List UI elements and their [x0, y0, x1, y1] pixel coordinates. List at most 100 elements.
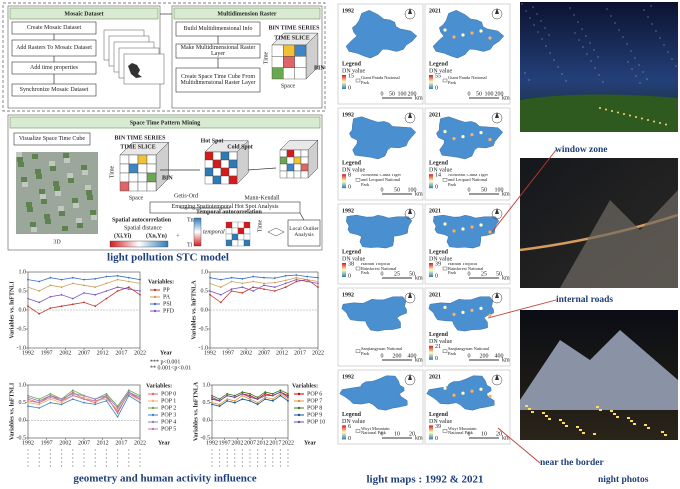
x-tick-label: 1997: [219, 440, 231, 446]
window-light: [528, 408, 531, 410]
mosaic-title-bar: [9, 7, 159, 20]
x-tick-label: 2007: [258, 350, 270, 356]
mosaic-step-text: Create Mosaic Dataset: [26, 24, 82, 31]
star: [655, 30, 657, 32]
sig-dot: [38, 465, 40, 467]
sig-dot: [264, 453, 266, 455]
window-light: [596, 406, 599, 408]
sig-dot: [226, 453, 228, 455]
sig-dot: [279, 453, 281, 455]
ti-label: Ti: [187, 242, 192, 248]
sig-dot: [72, 461, 74, 463]
sig-dot: [61, 449, 63, 451]
point: [49, 295, 52, 298]
photo-label: near the border: [540, 458, 604, 468]
point: [38, 290, 41, 292]
point: [233, 396, 236, 399]
park-name-text: Wuyi Mountain National Park: [448, 425, 477, 436]
point: [83, 401, 85, 404]
point: [27, 278, 29, 281]
terrain-patch: [86, 190, 92, 195]
park-swatch: [442, 78, 448, 83]
point: [263, 282, 265, 285]
point: [295, 274, 298, 276]
point: [273, 281, 276, 284]
emerging-box: Emerging Spatiotemporal Hot Spot Analysi…: [172, 204, 279, 210]
point: [218, 400, 221, 402]
y-tick-label: 0.5: [19, 400, 27, 406]
sig-dot: [117, 457, 119, 459]
star: [650, 5, 652, 7]
star: [597, 56, 599, 58]
x-axis-label: Year: [160, 350, 172, 356]
park-name-text: Giant Panda National Park: [361, 75, 400, 85]
point: [49, 401, 52, 404]
matrix-cell: [231, 239, 239, 247]
terrain-patch: [62, 226, 68, 231]
point: [226, 398, 229, 401]
sig-dot: [234, 457, 236, 459]
sig-dot: [287, 461, 289, 463]
map-shape: [426, 375, 495, 411]
point: [252, 290, 255, 292]
x-tick-label: 2017: [269, 440, 281, 446]
cube-label: Space: [129, 195, 144, 201]
point: [233, 394, 236, 397]
star: [594, 67, 596, 69]
point: [139, 290, 141, 292]
sig-dot: [264, 465, 266, 467]
dn-max: 21: [435, 344, 441, 350]
point: [116, 278, 119, 281]
cube-label: Time: [263, 51, 269, 64]
north-needle: [408, 374, 412, 380]
photo-label: window zone: [555, 145, 608, 155]
point: [279, 391, 282, 393]
star: [529, 17, 531, 19]
light-spot: [452, 312, 456, 316]
legend-dot: [151, 406, 155, 410]
park-name-text: Hainan Tropical Rainforest National Park: [448, 263, 484, 275]
point: [263, 276, 265, 279]
cube-label: TIME SLICE: [120, 144, 156, 150]
legend-label: POP 3: [161, 412, 176, 418]
sig-dot: [249, 457, 251, 459]
matrix-cell: [243, 227, 251, 235]
legend-label: POP 2: [161, 405, 176, 411]
sig-dot: [287, 453, 289, 455]
y-tick-label: 1.0: [201, 269, 209, 275]
point: [60, 293, 63, 296]
connector: [491, 149, 557, 233]
light-spot: [479, 306, 483, 310]
lamp: [623, 113, 625, 115]
sig-dot: [83, 457, 85, 459]
sig-dot: [249, 453, 251, 455]
sig-dot: [279, 461, 281, 463]
scale-label: 20: [409, 431, 415, 437]
mosaic-step-text: Add Rasters To Mosaic Dataset: [16, 44, 92, 51]
dn-max: 8: [348, 173, 351, 179]
park-name: Giant Panda National Park: [361, 75, 400, 85]
y-tick-label: 0.5: [203, 400, 211, 406]
lamp: [659, 122, 661, 124]
legend-dn: DN value: [429, 168, 452, 174]
cube-cell: [220, 159, 230, 169]
dn-max: 6: [348, 424, 351, 430]
star: [675, 65, 677, 67]
terrain-patch: [87, 195, 93, 200]
legend-title: Variables:: [148, 279, 174, 285]
point: [71, 282, 74, 285]
cube-label: Time: [109, 165, 115, 178]
sig-dot: [49, 465, 52, 467]
point: [264, 392, 267, 395]
terrain-patch: [18, 162, 24, 167]
point: [60, 286, 63, 289]
star: [561, 73, 563, 75]
legend-title: Legend: [429, 412, 449, 418]
lamp: [641, 117, 643, 120]
field: [520, 94, 678, 132]
point: [27, 396, 29, 399]
sig-dot: [249, 461, 251, 463]
mining-title-bar: [9, 116, 321, 129]
point: [38, 403, 41, 406]
terrain-patch: [27, 207, 33, 212]
